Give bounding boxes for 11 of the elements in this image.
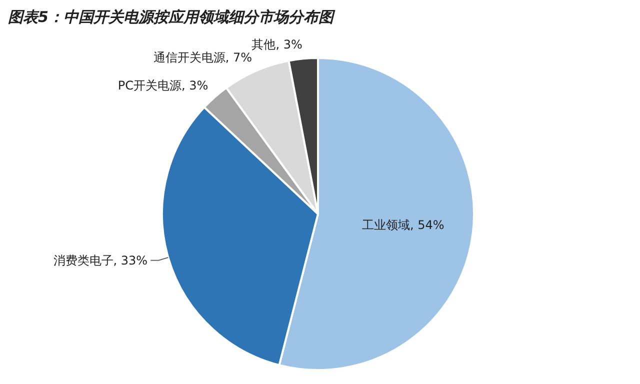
data-label: , 3% <box>182 78 208 92</box>
slice-label: 消费类电子 <box>53 253 114 268</box>
data-label: , 7% <box>225 50 252 65</box>
slice-label: PC开关电源 <box>118 78 182 92</box>
slice-label: 工业领域 <box>362 218 410 232</box>
chart-title: 图表5：中国开关电源按应用领域细分市场分布图 <box>8 8 336 26</box>
data-label: , 3% <box>276 38 302 52</box>
slice-label: 通信开关电源 <box>153 50 226 65</box>
slice-label: 其他 <box>252 38 276 52</box>
data-label: , 54% <box>410 218 444 232</box>
data-label: , 33% <box>113 253 148 268</box>
